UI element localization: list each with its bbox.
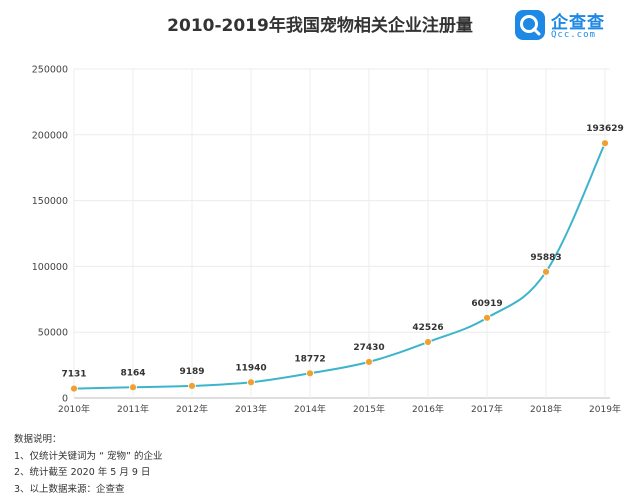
x-tick-label: 2010年 (58, 403, 90, 415)
x-tick-label: 2014年 (294, 403, 326, 415)
note-item-1: 1、仅统计关键词为 “ 宠物” 的企业 (14, 449, 162, 466)
x-tick-label: 2011年 (117, 403, 149, 415)
y-tick-label: 50000 (38, 328, 68, 339)
data-point (189, 382, 196, 389)
note-item-2: 2、统计截至 2020 年 5 月 9 日 (14, 465, 162, 482)
line-chart: 0 50000 100000 150000 200000 250000 2010年 2011年… (0, 0, 640, 430)
data-point (248, 379, 255, 386)
data-label: 11940 (235, 363, 266, 373)
y-tick-label: 150000 (32, 196, 68, 207)
y-tick-label: 200000 (32, 130, 68, 141)
data-point (602, 140, 609, 147)
x-tick-label: 2016年 (412, 403, 444, 415)
data-label: 60919 (471, 299, 502, 309)
x-tick-label: 2013年 (235, 403, 267, 415)
x-tick-label: 2017年 (471, 403, 503, 415)
data-point (130, 384, 137, 391)
data-point (484, 314, 491, 321)
data-point (71, 385, 78, 392)
data-point (425, 339, 432, 346)
note-item-3: 3、以上数据来源：企查查 (14, 482, 162, 498)
data-notes: 数据说明： 1、仅统计关键词为 “ 宠物” 的企业 2、统计截至 2020 年 … (14, 432, 162, 498)
data-label: 193629 (586, 124, 624, 134)
y-tick-label: 250000 (32, 65, 68, 76)
x-tick-label: 2018年 (530, 403, 562, 415)
data-label: 42526 (412, 323, 443, 333)
notes-heading: 数据说明： (14, 432, 162, 449)
y-tick-label: 100000 (32, 262, 68, 273)
data-point (366, 358, 373, 365)
y-tick-label: 0 (62, 394, 68, 405)
data-label: 8164 (120, 368, 145, 378)
data-point (307, 370, 314, 377)
data-label: 27430 (353, 343, 384, 353)
x-tick-label: 2012年 (176, 403, 208, 415)
data-label: 9189 (179, 367, 204, 377)
series-line (74, 143, 605, 388)
data-label: 7131 (61, 370, 86, 380)
x-tick-label: 2015年 (353, 403, 385, 415)
data-point (543, 268, 550, 275)
data-label: 18772 (294, 354, 325, 364)
x-tick-label: 2019年 (589, 403, 621, 415)
data-label: 95883 (530, 253, 561, 263)
